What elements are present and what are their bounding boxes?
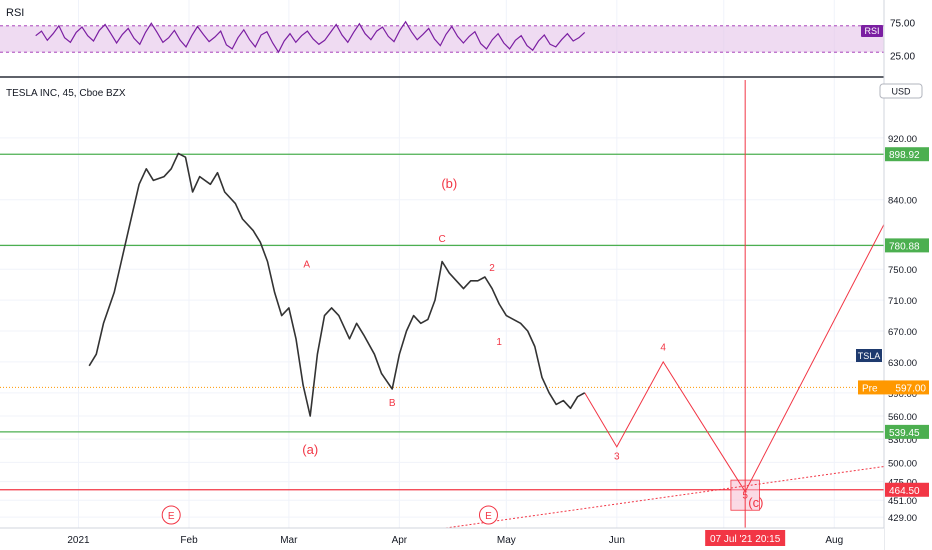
wave-label: (a) xyxy=(302,442,318,457)
rsi-tick-label: 25.00 xyxy=(890,52,915,63)
level-tag-label: 898.92 xyxy=(889,150,920,161)
time-tick-label: Aug xyxy=(825,535,843,546)
event-marker-label: E xyxy=(168,511,175,522)
time-tick-label: Feb xyxy=(180,535,198,546)
level-tag xyxy=(885,482,929,497)
time-tick-label: Apr xyxy=(392,535,408,546)
currency-button xyxy=(879,83,923,99)
event-marker-label: E xyxy=(485,511,492,522)
time-tick-label: Mar xyxy=(280,535,298,546)
premarket-tag xyxy=(858,380,929,395)
level-tag xyxy=(885,147,929,162)
rsi-tag-label: RSI xyxy=(864,26,879,36)
price-line xyxy=(88,152,586,417)
rsi-line xyxy=(35,20,586,54)
wave-label: B xyxy=(389,398,396,409)
event-marker-icon xyxy=(478,505,498,525)
symbol-title: TESLA INC, 45, Cboe BZX xyxy=(6,88,126,99)
wave-label: (b) xyxy=(441,176,457,191)
rsi-tick-label: 75.00 xyxy=(890,19,915,30)
price-pane: (b) C A 2 1 4 B (a) 3 5 (c) E E TESLA INC, 45, Cboe B… xyxy=(0,80,932,529)
premarket-tag-value: 597.00 xyxy=(895,383,926,394)
rsi-band xyxy=(0,25,884,53)
crosshair-date-tag xyxy=(705,530,786,546)
wave-label: 3 xyxy=(614,451,620,462)
premarket-tag-label: Pre xyxy=(862,383,878,394)
price-tick-label: 530.00 xyxy=(888,435,917,446)
wave-label: 1 xyxy=(496,337,502,348)
price-tick-label: 750.00 xyxy=(888,265,917,276)
time-tick-label: 2021 xyxy=(67,535,90,546)
level-tag xyxy=(885,238,929,253)
price-tick-label: 630.00 xyxy=(888,358,917,369)
ticker-tag xyxy=(856,349,882,362)
price-tick-label: 670.00 xyxy=(888,327,917,338)
event-marker-icon xyxy=(161,505,181,525)
price-tick-label: 710.00 xyxy=(888,296,917,307)
wave-label: 4 xyxy=(660,342,666,353)
price-tick-label: 840.00 xyxy=(888,196,917,207)
wave-label: (c) xyxy=(748,495,763,510)
price-tick-label: 500.00 xyxy=(888,458,917,469)
wave-label: C xyxy=(439,234,446,245)
level-tag-label: 780.88 xyxy=(889,241,920,252)
wave-label: 5 xyxy=(742,491,748,502)
rsi-pane: RSI xyxy=(0,7,932,78)
time-tick-label: Jun xyxy=(609,535,625,546)
price-tick-label: 429.00 xyxy=(888,513,917,524)
time-tick-label: May xyxy=(497,535,516,546)
currency-button-label: USD xyxy=(891,87,911,97)
ticker-tag-label: TSLA xyxy=(858,351,881,361)
level-tag xyxy=(885,424,929,439)
rsi-tag xyxy=(861,25,883,37)
price-tick-label: 560.00 xyxy=(888,412,917,423)
wave-projection-line xyxy=(584,134,931,493)
price-tick-label: 920.00 xyxy=(888,134,917,145)
wave-label: A xyxy=(303,260,310,271)
time-axis-background xyxy=(0,528,884,550)
level-tag-label: 539.45 xyxy=(889,428,920,439)
level-tag-label: 464.50 xyxy=(889,486,920,497)
rsi-title: RSI xyxy=(6,7,24,19)
wave-label: 2 xyxy=(489,263,495,274)
trend-line xyxy=(445,459,932,529)
price-tick-label: 451.00 xyxy=(888,496,917,507)
crosshair-date-label: 07 Jul '21 20:15 xyxy=(710,534,781,545)
